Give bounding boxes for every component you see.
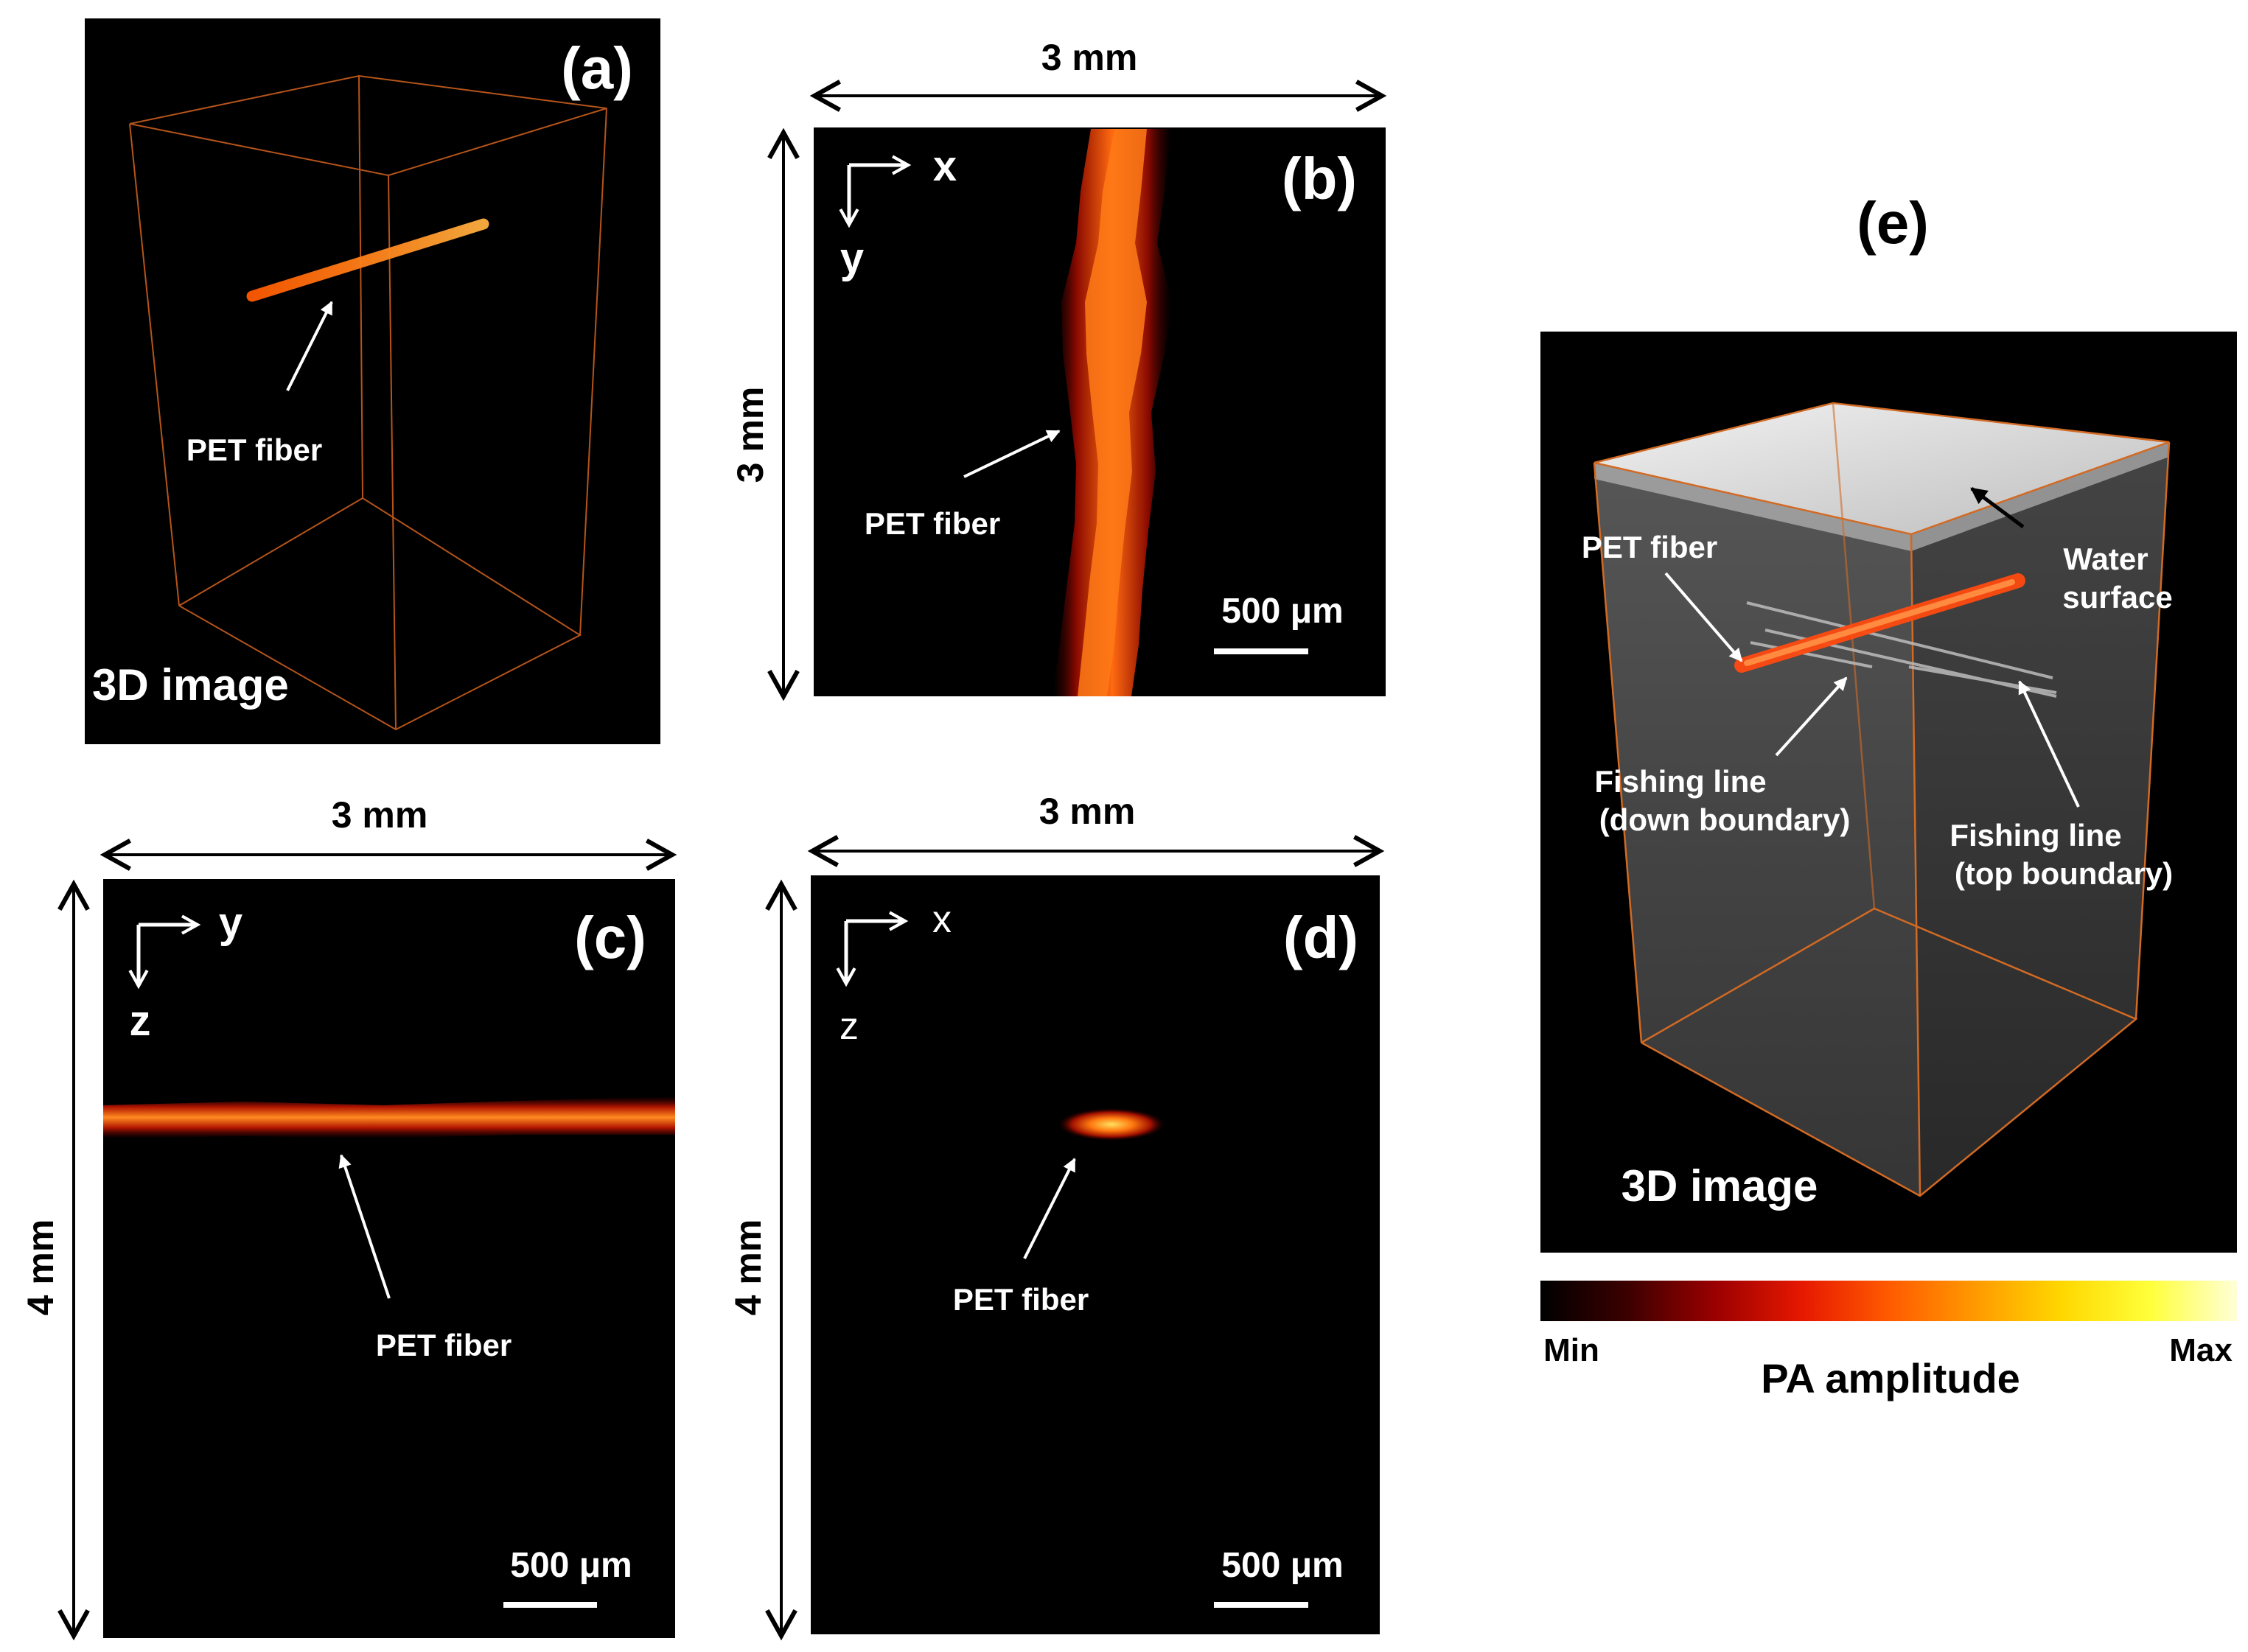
panel-c-axes-indicator	[128, 914, 201, 990]
panel-c-dim-top: 3 mm	[332, 794, 428, 836]
panel-b-dim-top: 3 mm	[1041, 37, 1138, 78]
panel-e-water-arrow	[1970, 486, 2025, 529]
panel-b: 3 mm 3 mm x y (b) PET fiber 500 μm	[730, 37, 1387, 701]
panel-b-axes-indicator	[839, 155, 912, 228]
panel-d-axes-indicator	[836, 911, 909, 987]
colorbar-title: PA amplitude	[1761, 1355, 2020, 1401]
panel-c-axis-h: y	[219, 899, 242, 947]
panel-d-letter: (d)	[1283, 905, 1358, 970]
panel-e-fiber-arrow	[1664, 572, 1743, 662]
panel-a-fiber-label: PET fiber	[186, 433, 322, 467]
panel-e-top-line-label-1: Fishing line	[1949, 818, 2121, 853]
panel-b-axis-y: y	[840, 234, 864, 282]
colorbar-max-label: Max	[2169, 1332, 2233, 1368]
panel-a-caption: 3D image	[92, 660, 289, 710]
panel-c-dim-left: 4 mm	[20, 1219, 61, 1316]
panel-e-down-line-label-1: Fishing line	[1594, 764, 1766, 799]
panel-c: 3 mm 4 mm y z (c) PET fiber 500 μm	[20, 794, 677, 1641]
panel-d-axis-v: z	[839, 1005, 859, 1048]
panel-a-fiber-arrow	[286, 301, 333, 391]
panel-a-image	[85, 18, 660, 744]
panel-c-fiber-label: PET fiber	[376, 1328, 512, 1362]
panel-e-volume	[1593, 402, 2171, 1197]
panel-e-water-surface	[1594, 403, 2169, 534]
panel-d: 3 mm 4 mm x z (d) PET fiber 500 μm	[727, 791, 1385, 1641]
panel-d-fiber-cross-section	[1058, 1108, 1165, 1141]
panel-b-fiber-arrow	[963, 430, 1061, 478]
panel-d-dim-left: 4 mm	[727, 1219, 769, 1316]
panel-e-fiber-label: PET fiber	[1582, 530, 1717, 564]
panel-d-dim-top: 3 mm	[1039, 791, 1136, 832]
panel-d-image	[811, 875, 1380, 1634]
panel-e-caption: 3D image	[1622, 1161, 1818, 1211]
panel-e-down-line-arrow	[1775, 676, 1848, 757]
panel-c-fiber-arrow	[338, 1154, 391, 1299]
panel-b-scale-label: 500 μm	[1221, 592, 1343, 631]
panel-d-scale-label: 500 μm	[1221, 1546, 1343, 1585]
panel-e-down-line-label-2: (down boundary)	[1599, 802, 1851, 837]
panel-d-fiber-arrow	[1023, 1158, 1076, 1259]
panel-c-image	[103, 879, 675, 1638]
panel-a-fiber	[246, 218, 489, 302]
panel-b-fiber-core	[1078, 129, 1147, 696]
panel-b-fiber-label: PET fiber	[865, 506, 1000, 541]
panel-a-letter: (a)	[561, 35, 633, 101]
panel-c-axis-v: z	[130, 997, 151, 1045]
panel-a-wireframe-box	[129, 74, 607, 731]
panel-b-dim-left: 3 mm	[730, 387, 771, 483]
panel-e-water-band	[1594, 442, 2169, 551]
panel-e-fiber-core	[1744, 579, 2015, 666]
panel-e-side-face	[1911, 442, 2169, 1196]
panel-e-water-label-1: Water	[2063, 542, 2148, 576]
panel-e-top-line-arrow	[2018, 680, 2080, 808]
panel-e-water-label-2: surface	[2062, 580, 2172, 615]
panel-b-axis-x: x	[933, 142, 957, 190]
panel-e-letter: (e)	[1857, 190, 1929, 256]
panel-e-box-edges	[1593, 402, 2171, 1197]
panel-c-fiber	[103, 1096, 675, 1138]
panel-c-scale-label: 500 μm	[510, 1546, 632, 1585]
panel-e-top-line-label-2: (top boundary)	[1955, 856, 2173, 891]
colorbar: Min Max PA amplitude	[1540, 1281, 2237, 1401]
panel-b-letter: (b)	[1282, 146, 1357, 211]
panel-c-letter: (c)	[574, 905, 646, 970]
panel-d-fiber-label: PET fiber	[953, 1282, 1089, 1317]
colorbar-min-label: Min	[1543, 1332, 1599, 1368]
panel-a: (a) PET fiber 3D image	[85, 18, 660, 744]
colorbar-gradient	[1540, 1281, 2237, 1321]
panel-e: (e) PET fiber	[1540, 190, 2237, 1253]
panel-d-axis-h: x	[932, 898, 952, 941]
